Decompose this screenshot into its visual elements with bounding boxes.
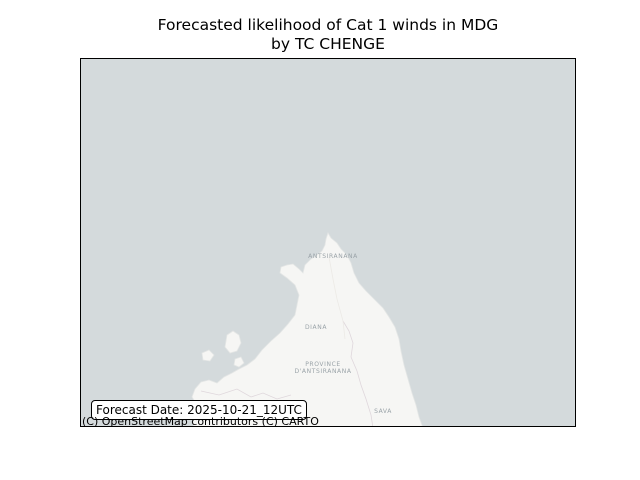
island xyxy=(224,330,242,354)
landmass xyxy=(191,232,423,426)
forecast-date-box: Forecast Date: 2025-10-21_12UTC xyxy=(91,400,307,420)
label-diana: DIANA xyxy=(305,324,327,331)
map-attribution: (C) OpenStreetMap contributors (C) CARTO xyxy=(82,415,319,428)
map-panel[interactable]: ANTSIRANANA DIANA PROVINCE D'ANTSIRANANA… xyxy=(80,58,576,427)
label-province: PROVINCE xyxy=(305,361,341,368)
basemap: ANTSIRANANA DIANA PROVINCE D'ANTSIRANANA… xyxy=(81,59,575,426)
map-title: Forecasted likelihood of Cat 1 winds in … xyxy=(157,16,499,34)
island xyxy=(233,356,245,368)
region-boundary xyxy=(342,320,374,426)
label-antsiranana: ANTSIRANANA xyxy=(308,253,358,260)
label-sava: SAVA xyxy=(374,408,392,415)
island xyxy=(201,349,215,362)
road xyxy=(328,256,346,340)
map-subtitle: by TC CHENGE xyxy=(271,35,385,53)
region-boundary xyxy=(200,388,292,400)
label-province-name: D'ANTSIRANANA xyxy=(294,368,351,375)
